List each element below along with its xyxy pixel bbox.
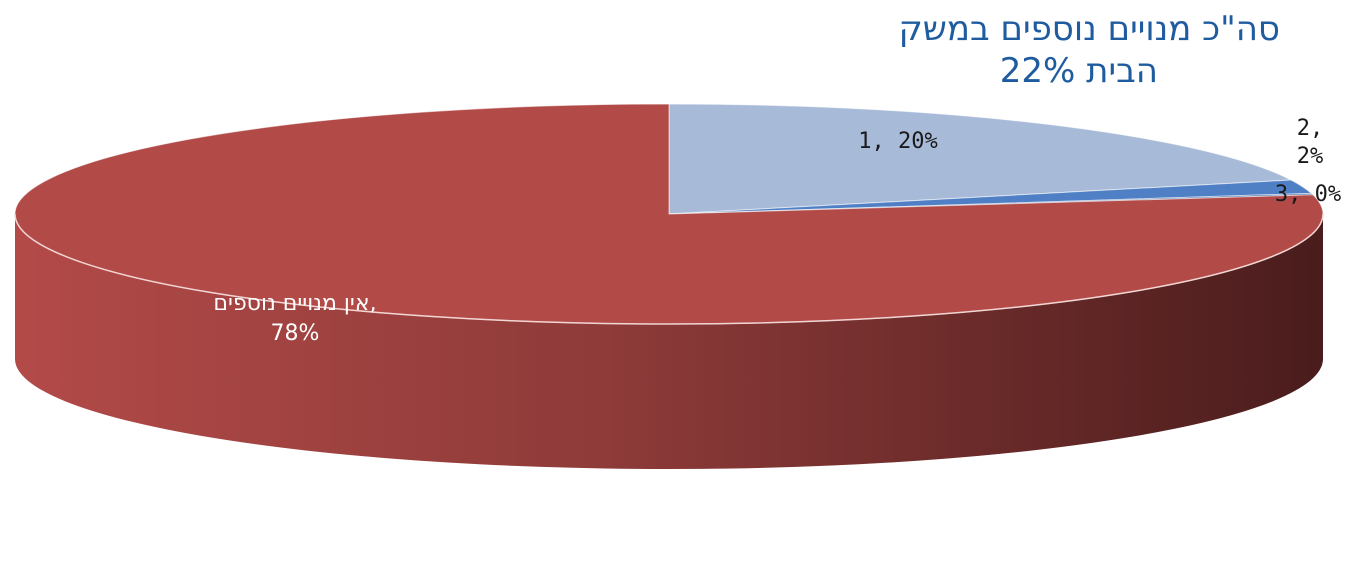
data-label-slice-2-line-1: 2, xyxy=(1297,116,1324,141)
data-labels: 1, 20% 2, 2% 3, 0% אין מנויים נוספים, 78… xyxy=(213,116,1341,346)
data-label-slice-3: 3, 0% xyxy=(1275,182,1341,207)
chart-title-line-1: סה"כ מנויים נוספים במשק xyxy=(899,9,1280,49)
data-label-slice-1: 1, 20% xyxy=(858,129,937,154)
pie-rim-highlight xyxy=(14,213,1324,325)
pie-side-wall xyxy=(15,214,1323,469)
pie-side-surface xyxy=(15,214,1323,469)
pie-slice-1 xyxy=(668,103,1293,215)
chart-title: סה"כ מנויים נוספים במשק הבית 22% xyxy=(899,9,1280,91)
data-label-slice-2-line-2: 2% xyxy=(1297,144,1324,169)
data-label-slice-4-line-1: אין מנויים נוספים, xyxy=(213,291,376,316)
data-label-slice-4-line-2: 78% xyxy=(271,321,320,346)
chart-title-line-2: הבית 22% xyxy=(1000,51,1158,91)
pie-top-face xyxy=(14,103,1324,325)
